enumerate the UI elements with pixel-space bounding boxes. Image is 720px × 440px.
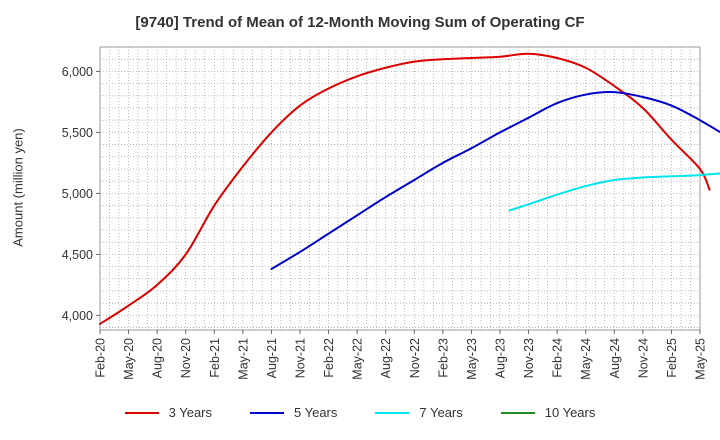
legend-item-3-years: 3 Years — [124, 405, 212, 420]
series-line-3-years — [99, 52, 711, 325]
legend-item-7-years: 7 Years — [375, 405, 463, 420]
y-tick-label: 6,000 — [62, 65, 93, 79]
x-tick-label: Nov-20 — [179, 338, 193, 378]
x-tick-label: May-23 — [465, 338, 479, 380]
x-tick-label: Feb-23 — [436, 338, 450, 378]
legend-swatch-3-years — [124, 411, 159, 414]
x-tick-label: Feb-21 — [208, 338, 222, 378]
x-tick-label: Feb-25 — [665, 338, 679, 378]
y-tick-label: 4,000 — [62, 309, 93, 323]
legend-item-10-years: 10 Years — [500, 405, 596, 420]
x-tick-label: Aug-21 — [265, 338, 279, 378]
x-tick-label: May-20 — [122, 338, 136, 380]
legend-swatch-7-years — [375, 411, 410, 414]
x-tick-label: Aug-20 — [151, 338, 165, 378]
x-tick-label: May-25 — [694, 338, 708, 380]
y-tick-label: 5,000 — [62, 187, 93, 201]
legend-label-7-years: 7 Years — [419, 405, 463, 420]
series-line-7-years — [508, 172, 720, 212]
legend-item-5-years: 5 Years — [250, 405, 337, 420]
y-tick-label: 4,500 — [62, 248, 93, 262]
legend-label-3-years: 3 Years — [168, 405, 212, 420]
x-tick-label: May-24 — [579, 338, 593, 380]
legend-swatch-5-years — [250, 411, 284, 414]
x-tick-label: Nov-24 — [636, 338, 650, 378]
legend-swatch-10-years — [500, 411, 535, 414]
legend: 3 Years 5 Years 7 Years 10 Years — [0, 405, 720, 420]
x-tick-label: May-22 — [351, 338, 365, 380]
x-tick-label: Aug-22 — [379, 338, 393, 378]
x-tick-label: Aug-23 — [494, 338, 508, 378]
x-tick-label: May-21 — [236, 338, 250, 380]
x-tick-label: Nov-23 — [522, 338, 536, 378]
legend-label-10-years: 10 Years — [544, 405, 596, 420]
chart-title: [9740] Trend of Mean of 12-Month Moving … — [135, 14, 585, 31]
legend-label-5-years: 5 Years — [294, 405, 338, 420]
x-tick-label: Nov-22 — [408, 338, 422, 378]
series-line-5-years — [270, 91, 720, 271]
x-tick-label: Feb-22 — [322, 338, 336, 378]
x-tick-label: Nov-21 — [294, 338, 308, 378]
x-tick-label: Feb-24 — [551, 338, 565, 378]
y-tick-label: 5,500 — [62, 126, 93, 140]
x-tick-label: Feb-20 — [94, 338, 108, 378]
x-tick-label: Aug-24 — [608, 338, 622, 378]
